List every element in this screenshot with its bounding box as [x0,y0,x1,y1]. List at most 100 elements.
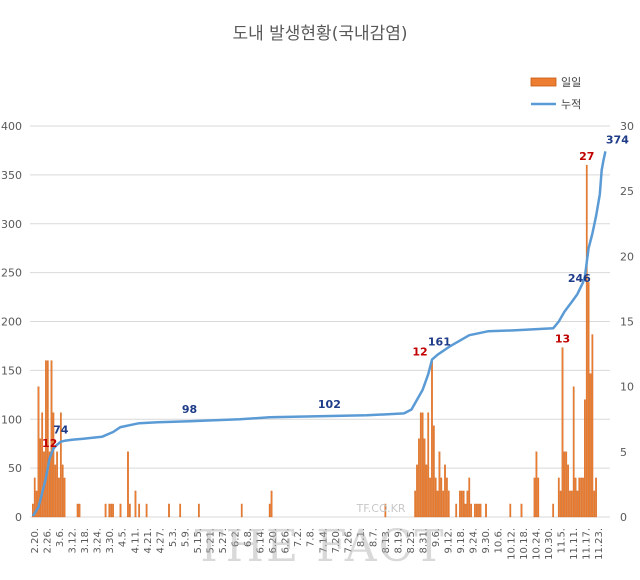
data-label: 74 [53,424,69,437]
daily-bar [418,438,420,518]
right-axis-ticks: 0 5 10 15 20 25 30 [620,120,634,524]
x-tick-label: 9.6. [431,528,442,547]
daily-bar [552,503,555,518]
daily-bar [138,503,141,518]
daily-bar [110,503,113,518]
daily-bar [240,503,243,518]
daily-bar [455,503,458,518]
daily-bar [466,490,469,518]
watermark-big: THE FACT [194,521,445,572]
daily-bar [565,451,568,518]
daily-bar [423,438,426,518]
daily-bar [416,464,418,518]
daily-bar [447,490,450,518]
x-tick-label: 11.5. [556,528,567,553]
x-tick-label: 2.20. [30,528,41,553]
daily-bar [58,477,60,518]
y-left-tick-label: 300 [1,218,22,231]
daily-bar [39,438,42,518]
daily-bar [145,503,148,518]
daily-bar [509,503,512,518]
daily-bar [475,503,478,518]
x-tick-label: 8.13. [381,528,392,553]
x-axis-ticks: 2.20. 2.26. 3.6. 3.12. 3.18. 3.24. 3.30. 4.5. 4.… [30,528,605,560]
data-label: 161 [428,336,451,349]
daily-bar [76,503,79,518]
x-tick-label: 5.15. [193,528,204,553]
daily-bar [46,360,49,518]
daily-bar [576,490,579,518]
x-tick-label: 8.19. [394,528,405,553]
daily-bar [37,386,40,518]
x-tick-label: 3.12. [68,528,79,553]
daily-bar [33,477,36,518]
x-tick-label: 4.21. [143,528,154,553]
daily-bar [112,503,114,518]
daily-bar [460,490,463,518]
x-tick-label: 3.24. [93,528,104,553]
y-right-tick-label: 0 [620,511,627,524]
daily-bar [442,490,445,518]
daily-bar [557,477,560,518]
daily-bar [446,477,448,518]
daily-bar [78,503,81,518]
x-tick-label: 5.27. [218,528,229,553]
daily-bar [431,360,433,518]
x-tick-label: 7.2. [293,528,304,547]
y-left-tick-label: 200 [1,316,22,329]
x-tick-label: 4.11. [130,528,141,553]
y-left-tick-label: 400 [1,120,22,133]
daily-bar [470,503,472,518]
y-right-tick-label: 10 [620,381,634,394]
data-label: 27 [579,150,594,163]
x-tick-label: 6.26. [281,528,292,553]
y-right-tick-label: 15 [620,316,634,329]
x-tick-label: 2.26. [43,528,54,553]
daily-bar [578,477,581,518]
x-tick-label: 5.21. [206,528,217,553]
daily-bar [45,360,47,518]
x-tick-label: 9.30. [481,528,492,553]
daily-bar [425,464,428,518]
y-right-tick-label: 20 [620,250,634,263]
daily-bar [168,503,170,518]
x-tick-label: 6.8. [243,528,254,547]
daily-bar [440,477,443,518]
daily-bar [459,490,461,518]
daily-bar [434,477,437,518]
x-tick-label: 10.12. [506,528,517,560]
data-label: 13 [555,333,570,346]
x-tick-label: 6.14. [256,528,267,553]
daily-bar [128,503,131,518]
daily-bar [580,477,583,518]
x-tick-label: 7.8. [306,528,317,547]
daily-bar [35,490,38,518]
data-label: 102 [318,398,341,411]
left-axis-ticks: 0 50 100 150 200 250 300 350 400 [1,120,22,524]
daily-bar [421,412,424,518]
x-tick-label: 10.6. [494,528,505,553]
y-left-tick-label: 0 [15,511,22,524]
x-tick-label: 9.12. [444,528,455,553]
x-tick-label: 10.18. [519,528,530,560]
daily-bar [268,503,271,518]
daily-bar [520,503,523,518]
x-tick-label: 4.5. [118,528,129,547]
daily-bar [429,477,431,518]
daily-bar [52,412,55,518]
data-label: 246 [568,272,591,285]
x-tick-label: 11.23. [594,528,605,560]
daily-bar [561,347,564,518]
x-tick-label: 7.26. [343,528,354,553]
daily-bar [54,464,57,518]
daily-bar [593,490,596,518]
daily-bar [563,451,566,518]
daily-bar [574,477,577,518]
chart-title: 도내 발생현황(국내감염) [232,24,407,44]
daily-bar [569,490,571,518]
x-tick-label: 7.20. [331,528,342,553]
daily-bar [570,490,573,518]
x-tick-label: 7.14. [318,528,329,553]
daily-bar [63,477,66,518]
daily-bar [127,451,129,518]
